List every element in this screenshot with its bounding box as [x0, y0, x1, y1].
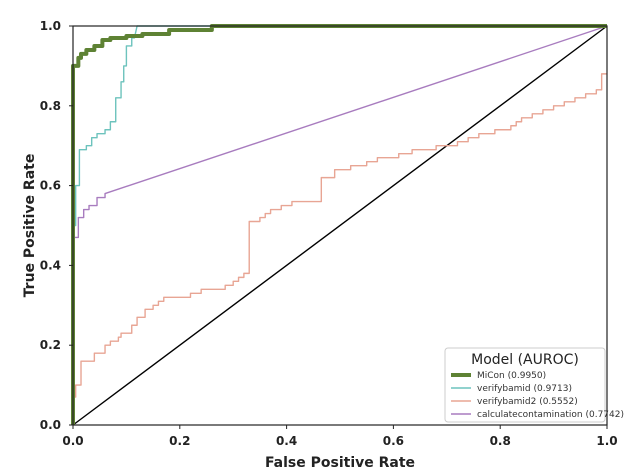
series-line-verifybamid2 — [72, 73, 607, 425]
plot-border — [72, 25, 608, 426]
x-tick-label: 1.0 — [596, 434, 617, 448]
y-axis-ticks: 0.0 0.2 0.4 0.6 0.8 1.0 — [40, 19, 73, 432]
legend-label: MiCon (0.9950) — [477, 371, 546, 381]
x-tick-label: 0.0 — [62, 434, 83, 448]
x-tick-label: 0.2 — [169, 434, 190, 448]
x-axis-title: False Positive Rate — [265, 455, 415, 471]
legend-label: calculatecontamination (0.7742) — [477, 410, 624, 420]
series-line-verifybamid — [72, 25, 607, 425]
chance-diagonal-line — [72, 25, 608, 426]
x-axis-ticks: 0.0 0.2 0.4 0.6 0.8 1.0 — [62, 425, 618, 448]
y-tick-label: 0.0 — [40, 418, 61, 432]
x-tick-label: 0.8 — [490, 434, 511, 448]
y-tick-label: 0.4 — [40, 258, 61, 272]
y-tick-label: 0.6 — [40, 179, 61, 193]
y-tick-label: 1.0 — [40, 19, 61, 33]
y-tick-label: 0.8 — [40, 99, 61, 113]
x-tick-label: 0.6 — [383, 434, 404, 448]
series-line-calculatecontamination — [72, 25, 608, 425]
legend-items: MiCon (0.9950) verifybamid (0.9713) verify… — [451, 371, 624, 420]
legend-label: verifybamid (0.9713) — [477, 384, 572, 394]
legend-label: verifybamid2 (0.5552) — [477, 397, 578, 407]
y-tick-label: 0.2 — [40, 338, 61, 352]
series-group — [71, 24, 608, 426]
x-tick-label: 0.4 — [276, 434, 297, 448]
legend-title: Model (AUROC) — [471, 352, 579, 368]
legend-box — [444, 347, 606, 423]
legend: Model (AUROC) MiCon (0.9950) verifybamid … — [444, 347, 624, 423]
plot-area — [71, 24, 608, 426]
y-axis-title: True Positive Rate — [22, 154, 38, 298]
series-line-micon — [71, 24, 607, 425]
